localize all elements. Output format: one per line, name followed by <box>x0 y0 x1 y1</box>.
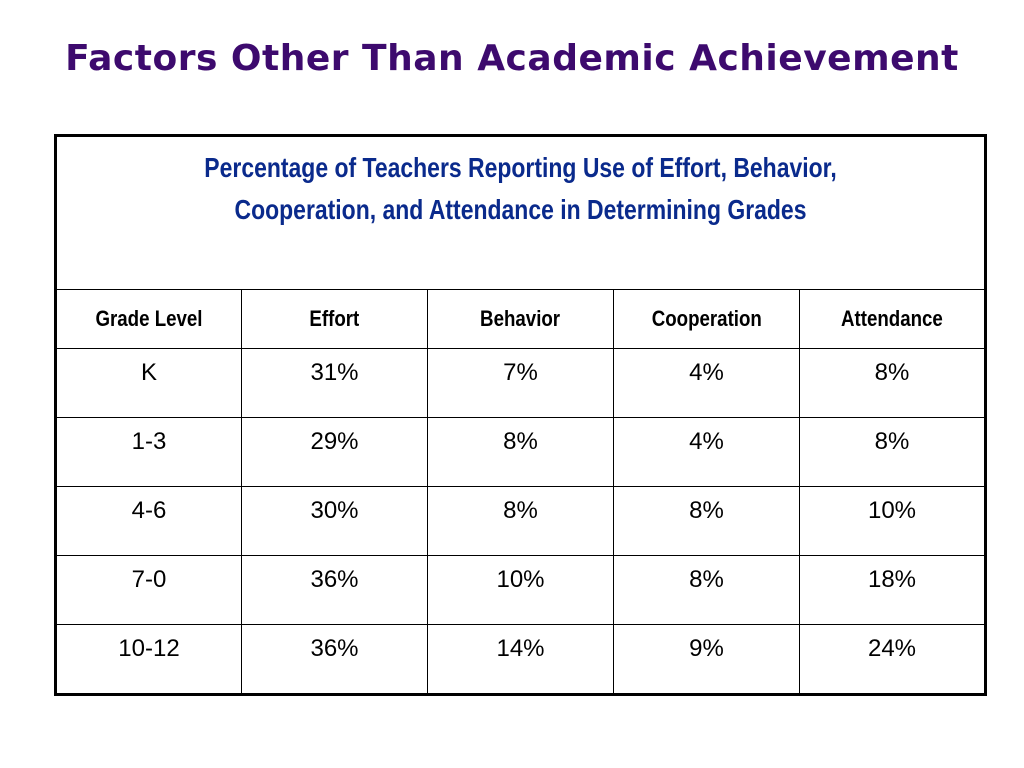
cell-grade-level: K <box>55 348 242 418</box>
cell-behavior: 8% <box>427 486 614 556</box>
cell-behavior: 10% <box>427 555 614 625</box>
header-attendance: Attendance <box>799 289 986 349</box>
cell-grade-level: 1-3 <box>55 417 242 487</box>
cell-cooperation: 8% <box>613 486 800 556</box>
table-row: 7-0 36% 10% 8% 18% <box>55 555 986 625</box>
cell-effort: 36% <box>241 624 428 695</box>
table-row: 10-12 36% 14% 9% 24% <box>55 624 986 695</box>
cell-behavior: 7% <box>427 348 614 418</box>
cell-attendance: 8% <box>799 348 986 418</box>
slide-title: Factors Other Than Academic Achievement <box>65 38 959 79</box>
cell-grade-level: 4-6 <box>55 486 242 556</box>
cell-cooperation: 9% <box>613 624 800 695</box>
cell-effort: 36% <box>241 555 428 625</box>
header-attendance-label: Attendance <box>841 306 943 331</box>
table-caption-row: Percentage of Teachers Reporting Use of … <box>55 135 986 290</box>
cell-cooperation: 8% <box>613 555 800 625</box>
cell-grade-level: 10-12 <box>55 624 242 695</box>
grading-factors-table: Percentage of Teachers Reporting Use of … <box>54 134 987 696</box>
cell-behavior: 8% <box>427 417 614 487</box>
table-row: 1-3 29% 8% 4% 8% <box>55 417 986 487</box>
cell-effort: 31% <box>241 348 428 418</box>
table-caption: Percentage of Teachers Reporting Use of … <box>55 135 986 290</box>
table-header-row: Grade Level Effort Behavior Cooperation … <box>55 289 986 349</box>
cell-grade-level: 7-0 <box>55 555 242 625</box>
header-cooperation: Cooperation <box>613 289 800 349</box>
cell-effort: 29% <box>241 417 428 487</box>
header-behavior-label: Behavior <box>480 306 561 331</box>
cell-attendance: 24% <box>799 624 986 695</box>
cell-attendance: 10% <box>799 486 986 556</box>
cell-attendance: 8% <box>799 417 986 487</box>
header-grade-level: Grade Level <box>55 289 242 349</box>
table-caption-line-1: Percentage of Teachers Reporting Use of … <box>204 152 837 183</box>
cell-cooperation: 4% <box>613 348 800 418</box>
cell-cooperation: 4% <box>613 417 800 487</box>
cell-effort: 30% <box>241 486 428 556</box>
header-grade-level-label: Grade Level <box>95 306 203 331</box>
cell-attendance: 18% <box>799 555 986 625</box>
table-row: 4-6 30% 8% 8% 10% <box>55 486 986 556</box>
table-caption-line-2: Cooperation, and Attendance in Determini… <box>234 194 807 225</box>
header-effort-label: Effort <box>309 306 360 331</box>
table-row: K 31% 7% 4% 8% <box>55 348 986 418</box>
header-effort: Effort <box>241 289 428 349</box>
header-behavior: Behavior <box>427 289 614 349</box>
cell-behavior: 14% <box>427 624 614 695</box>
header-cooperation-label: Cooperation <box>651 306 762 331</box>
